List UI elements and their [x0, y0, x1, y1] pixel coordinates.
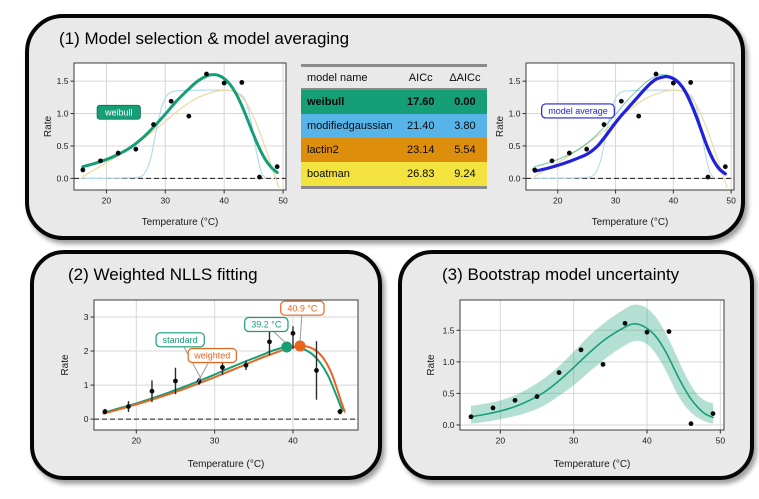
panel-model-selection: (1) Model selection & model averaging we…	[25, 14, 745, 240]
table-cell: 17.60	[406, 96, 435, 108]
table-row: boatman 26.83 9.24	[301, 162, 487, 189]
svg-text:Temperature (°C): Temperature (°C)	[188, 459, 265, 470]
svg-text:1.5: 1.5	[443, 325, 455, 335]
table-row: lactin2 23.14 5.54	[301, 138, 487, 162]
col-delta-aicc: ΔAICc	[442, 64, 487, 90]
aicc-table-wrap: model name AICc ΔAICc weibull 17.60 0.00 mo…	[301, 64, 487, 189]
svg-text:20: 20	[496, 436, 506, 446]
panel1-title: (1) Model selection & model averaging	[59, 29, 350, 48]
table-cell: modifiedgaussian	[307, 120, 393, 132]
col-aicc: AICc	[398, 64, 443, 90]
svg-text:40: 40	[288, 436, 298, 446]
svg-text:0.0: 0.0	[57, 173, 69, 183]
svg-text:2: 2	[84, 346, 89, 356]
svg-text:Rate: Rate	[495, 116, 506, 138]
svg-text:3: 3	[84, 312, 89, 322]
svg-text:Rate: Rate	[43, 116, 54, 138]
svg-text:1.5: 1.5	[509, 76, 521, 86]
svg-text:standard: standard	[163, 335, 198, 345]
table-cell: lactin2	[307, 144, 339, 156]
svg-text:Temperature (°C): Temperature (°C)	[554, 459, 631, 470]
svg-text:40: 40	[669, 196, 679, 206]
svg-text:30: 30	[161, 196, 171, 206]
svg-text:0.5: 0.5	[443, 388, 455, 398]
svg-text:0.5: 0.5	[57, 141, 69, 151]
svg-text:39.2 °C: 39.2 °C	[251, 320, 282, 330]
table-cell: 5.54	[454, 144, 476, 156]
table-cell: 21.40	[406, 120, 435, 132]
table-cell: 26.83	[398, 162, 443, 189]
svg-text:0: 0	[84, 414, 89, 424]
table-cell: 3.80	[454, 120, 476, 132]
svg-text:40: 40	[219, 196, 229, 206]
table-cell: 9.24	[442, 162, 487, 189]
table-cell: 23.14	[406, 144, 435, 156]
table-row: modifiedgaussian 21.40 3.80	[301, 114, 487, 138]
aicc-table: model name AICc ΔAICc weibull 17.60 0.00 mo…	[301, 64, 487, 189]
model-average-plot: model average 20 30 40 50 0.0 0.5 1.0 1.5 Tempera…	[495, 62, 736, 228]
svg-text:1.5: 1.5	[57, 76, 69, 86]
table-header-row: model name AICc ΔAICc	[301, 64, 487, 90]
svg-text:50: 50	[716, 436, 726, 446]
svg-text:50: 50	[726, 196, 736, 206]
svg-text:50: 50	[278, 196, 288, 206]
svg-text:20: 20	[102, 196, 112, 206]
svg-text:1: 1	[84, 380, 89, 390]
panel3-title: (3) Bootstrap model uncertainty	[442, 265, 680, 284]
svg-text:0.5: 0.5	[509, 141, 521, 151]
svg-text:Rate: Rate	[426, 354, 437, 376]
svg-text:0.0: 0.0	[443, 420, 455, 430]
svg-text:1.0: 1.0	[57, 109, 69, 119]
bootstrap-plot: 20 30 40 50 0.0 0.5 1.0 1.5 Temperature (°C) Rate	[426, 299, 726, 470]
table-cell: weibull	[307, 96, 345, 108]
table-row: weibull 17.60 0.00	[301, 89, 487, 114]
svg-text:40: 40	[642, 436, 652, 446]
svg-text:20: 20	[132, 436, 142, 446]
weibull-plot: weibull 20 30 40 50 0.0 0.5 1.0 1.5 Temperature (…	[43, 62, 288, 228]
svg-text:1.0: 1.0	[509, 109, 521, 119]
svg-text:40.9 °C: 40.9 °C	[287, 303, 318, 313]
svg-text:30: 30	[611, 196, 621, 206]
svg-text:weibull: weibull	[104, 107, 133, 117]
svg-text:Temperature (°C): Temperature (°C)	[142, 217, 219, 228]
svg-text:model average: model average	[548, 106, 608, 116]
svg-text:Rate: Rate	[60, 354, 71, 376]
svg-text:1.0: 1.0	[443, 357, 455, 367]
table-cell: boatman	[301, 162, 399, 189]
col-model-name: model name	[301, 64, 399, 90]
panel-bootstrap: (3) Bootstrap model uncertainty 20 30 40 50…	[398, 250, 754, 480]
nlls-plot: standard weighted 39.2 °C 40.9 °C 20 30 40 0 1 2 3…	[60, 299, 359, 470]
svg-text:30: 30	[569, 436, 579, 446]
svg-text:0.0: 0.0	[509, 173, 521, 183]
svg-text:30: 30	[210, 436, 220, 446]
svg-text:weighted: weighted	[193, 351, 230, 361]
panel2-title: (2) Weighted NLLS fitting	[68, 265, 258, 284]
panel-weighted-nlls: (2) Weighted NLLS fitting standard weight…	[30, 250, 382, 480]
svg-text:Temperature (°C): Temperature (°C)	[592, 217, 669, 228]
table-cell: 0.00	[454, 96, 476, 108]
svg-text:20: 20	[553, 196, 563, 206]
